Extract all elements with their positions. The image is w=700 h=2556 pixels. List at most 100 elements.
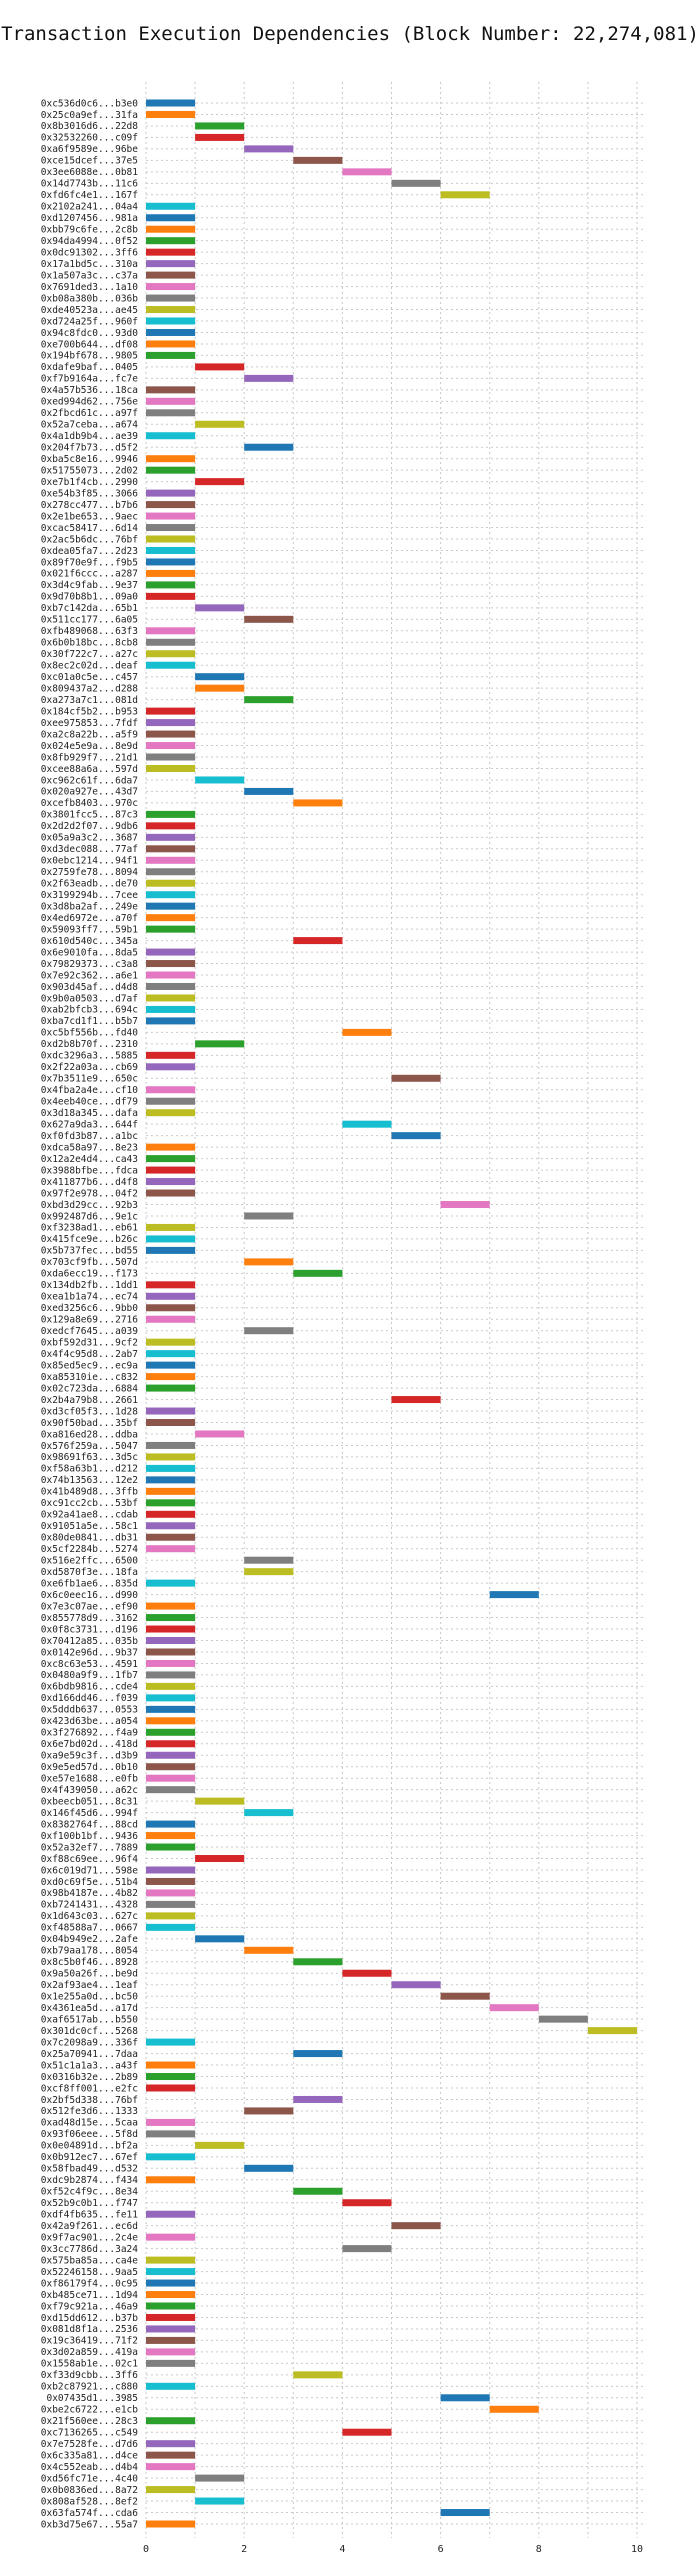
y-tick-label: 0x3d18a345...dafa — [41, 1108, 138, 1119]
y-tick-label: 0x3ee6088e...0b81 — [41, 167, 139, 178]
transaction-bar — [146, 1843, 196, 1851]
y-tick-label: 0x52b9c0b1...f747 — [41, 2198, 138, 2209]
y-tick-label: 0x516e2ffc...6500 — [41, 1555, 139, 1566]
transaction-bar — [195, 363, 245, 371]
y-tick-label: 0xc91cc2cb...53bf — [41, 1498, 138, 1509]
y-tick-label: 0x134db2fb...1dd1 — [41, 1280, 139, 1291]
transaction-bar — [146, 1579, 196, 1587]
transaction-bar — [146, 455, 196, 463]
transaction-bar — [146, 730, 196, 738]
y-tick-label: 0xd166dd46...f039 — [41, 1693, 139, 1704]
transaction-bar — [146, 432, 196, 440]
y-tick-label: 0x70412a85...035b — [41, 1636, 139, 1647]
y-tick-label: 0xa273a7c1...081d — [41, 695, 138, 706]
y-tick-label: 0xad48d15e...5caa — [41, 2118, 138, 2129]
y-tick-label: 0xaf6517ab...b550 — [41, 2014, 139, 2025]
transaction-bar — [146, 1705, 196, 1713]
y-tick-label: 0x59093ff7...59b1 — [41, 924, 139, 935]
y-tick-label: 0x52246158...9aa5 — [41, 2267, 138, 2278]
transaction-bar — [146, 1602, 196, 1610]
transaction-bar — [440, 1992, 490, 2000]
transaction-bar — [146, 1625, 196, 1633]
transaction-bar — [146, 110, 196, 118]
y-tick-label: 0x12a2e4d4...ca43 — [41, 1154, 138, 1165]
transaction-bar — [146, 340, 196, 348]
transaction-bar — [489, 2004, 539, 2012]
transaction-bar — [195, 1040, 245, 1048]
y-tick-label: 0x30f722c7...a27c — [41, 649, 138, 660]
y-tick-label: 0xb79aa178...8054 — [41, 1946, 139, 1957]
y-tick-label: 0x07435d1...3985 — [46, 2393, 138, 2404]
y-tick-label: 0x3988bfbe...fdca — [41, 1165, 138, 1176]
y-tick-label: 0x93f06eee...5f8d — [41, 2129, 138, 2140]
transaction-bar — [146, 99, 196, 107]
y-tick-label: 0x9a50a26f...be9d — [41, 1969, 138, 1980]
y-tick-label: 0xa85310ie...c832 — [41, 1372, 138, 1383]
transaction-bar — [146, 1889, 196, 1897]
transaction-bar — [244, 443, 294, 451]
transaction-bar — [146, 1051, 196, 1059]
transaction-bar — [146, 1063, 196, 1071]
y-tick-label: 0x21f560ee...28c3 — [41, 2416, 138, 2427]
transaction-bar — [146, 868, 196, 876]
transaction-bar — [293, 156, 343, 164]
transaction-bar — [146, 214, 196, 222]
y-tick-label: 0xf33d9cbb...3ff6 — [41, 2370, 139, 2381]
transaction-bar — [195, 2497, 245, 2505]
y-tick-label: 0x992487d6...9e1c — [41, 1211, 138, 1222]
y-tick-label: 0x512fe3d6...1333 — [41, 2106, 138, 2117]
y-tick-label: 0x0ebc1214...94f1 — [41, 856, 139, 867]
y-tick-label: 0xbe2c6722...e1cb — [41, 2405, 139, 2416]
y-tick-label: 0x2bf5d338...76bf — [41, 2095, 138, 2106]
y-tick-label: 0xb7241431...4328 — [41, 1900, 139, 1911]
transaction-bar — [146, 558, 196, 566]
transaction-bar — [244, 787, 294, 795]
y-tick-label: 0x94da4994...0f52 — [41, 236, 138, 247]
y-tick-label: 0xde40523a...ae45 — [41, 305, 138, 316]
y-tick-labels: 0xc536d0c6...b3e00x25c0a9ef...31fa0x8b30… — [41, 98, 139, 2530]
y-tick-label: 0xb3d75e67...55a7 — [41, 2519, 138, 2530]
y-tick-label: 0xba5c8e16...9946 — [41, 454, 139, 465]
transaction-bar — [146, 2359, 196, 2367]
transaction-bar — [146, 1832, 196, 1840]
transaction-bar — [195, 122, 245, 130]
transaction-bar — [146, 1223, 196, 1231]
y-tick-label: 0x1d643c03...627c — [41, 1911, 138, 1922]
transaction-bar — [146, 1235, 196, 1243]
y-tick-label: 0x6bdb9816...cde4 — [41, 1682, 139, 1693]
x-tick-label: 2 — [241, 2544, 247, 2555]
y-tick-label: 0x903d45af...d4d8 — [41, 982, 139, 993]
y-tick-label: 0xcf8ff001...e2fc — [41, 2083, 138, 2094]
transaction-bar — [146, 386, 196, 394]
y-tick-label: 0xed994d62...756e — [41, 397, 139, 408]
y-tick-label: 0x0142e96d...9b37 — [41, 1647, 138, 1658]
y-tick-label: 0xe700b644...df08 — [41, 339, 139, 350]
y-tick-label: 0xdafe9baf...0405 — [41, 362, 138, 373]
y-tick-label: 0x2fbcd61c...a97f — [41, 408, 138, 419]
transaction-bar — [195, 673, 245, 681]
transaction-bar — [146, 317, 196, 325]
y-tick-label: 0x0316b32e...2b89 — [41, 2072, 139, 2083]
y-tick-label: 0xab2bfcb3...694c — [41, 1005, 138, 1016]
transaction-bar — [342, 2428, 392, 2436]
y-tick-label: 0xf52c4f9c...8e34 — [41, 2187, 139, 2198]
transaction-bar — [146, 1694, 196, 1702]
y-tick-label: 0x1a507a3c...c37a — [41, 270, 138, 281]
y-tick-label: 0x79829373...c3a8 — [41, 959, 139, 970]
transaction-bar — [342, 2245, 392, 2253]
y-tick-label: 0x4c552eab...d4b4 — [41, 2462, 139, 2473]
transaction-bar — [146, 283, 196, 291]
y-tick-label: 0x8c5b0f46...8928 — [41, 1957, 139, 1968]
transaction-bar — [146, 2348, 196, 2356]
y-tick-label: 0xe7b1f4cb...2990 — [41, 477, 139, 488]
transaction-bar — [146, 237, 196, 245]
transaction-bar — [195, 776, 245, 784]
y-tick-label: 0xf0fd3b87...a1bc — [41, 1131, 138, 1142]
y-tick-label: 0x5b737fec...bd55 — [41, 1246, 138, 1257]
transaction-bar — [146, 2176, 196, 2184]
y-tick-label: 0x05a9a3c2...3687 — [41, 833, 138, 844]
y-tick-label: 0x0480a9f9...1fb7 — [41, 1670, 138, 1681]
transaction-bar — [146, 1522, 196, 1530]
y-tick-label: 0x7e7528fe...d7d6 — [41, 2439, 139, 2450]
